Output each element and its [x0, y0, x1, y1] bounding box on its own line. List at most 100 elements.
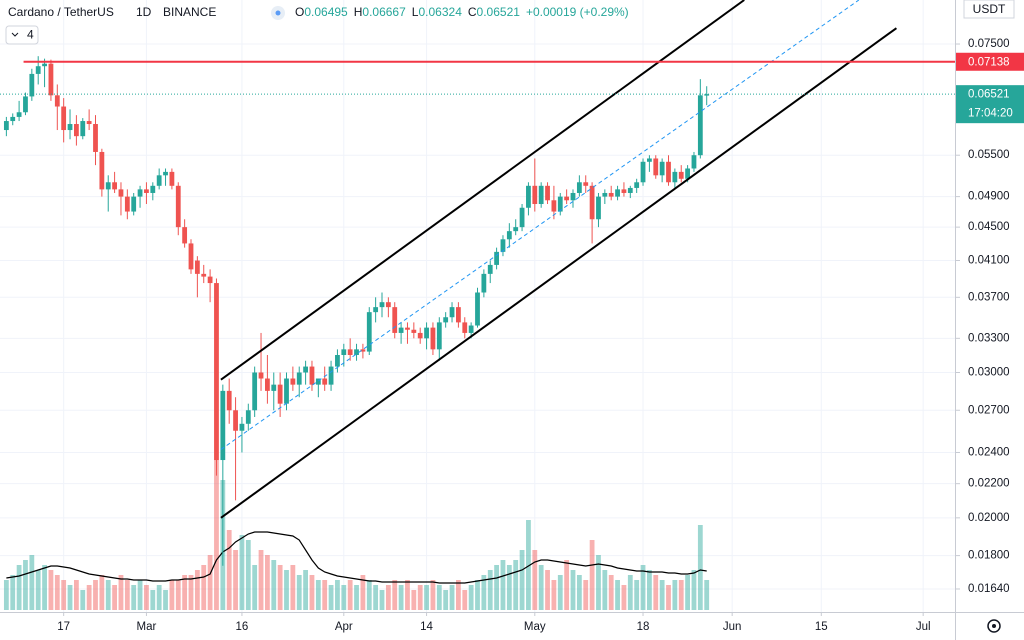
volume-bar: [23, 560, 28, 610]
candle-body: [411, 329, 417, 333]
candle-body: [93, 124, 98, 152]
volume-bar: [194, 570, 200, 610]
volume-bar: [672, 580, 678, 610]
settings-icon[interactable]: [987, 619, 1001, 633]
candle-body: [265, 378, 270, 391]
volume-bar: [462, 590, 468, 610]
candle-body: [258, 372, 264, 379]
candle-body: [392, 307, 398, 333]
volume-bar: [691, 570, 697, 610]
candle-body: [506, 231, 512, 240]
candle-body: [309, 366, 315, 385]
volume-bar: [704, 580, 710, 610]
price-change: +0.00019 (+0.29%): [526, 5, 629, 19]
trend-line: [220, 0, 745, 381]
candle-body: [239, 423, 245, 431]
ohlc-value: 0.06324: [418, 5, 462, 19]
candle-body: [659, 161, 665, 176]
volume-bar: [80, 590, 86, 610]
candle-body: [163, 171, 168, 176]
volume-bar: [131, 585, 137, 610]
volume-bar: [61, 580, 67, 610]
volume-bar: [685, 575, 690, 610]
x-tick-label: May: [524, 621, 546, 633]
exchange[interactable]: BINANCE: [163, 5, 216, 19]
candle-body: [487, 264, 493, 274]
volume-bar: [468, 585, 474, 610]
candle-body: [144, 189, 149, 193]
volume-bar: [500, 560, 506, 610]
candle-body: [296, 372, 302, 385]
y-tick-label: 0.01640: [968, 583, 1010, 595]
candle-body: [557, 196, 563, 212]
volume-bar: [538, 565, 544, 610]
candle-body: [373, 307, 379, 313]
volume-bar: [67, 585, 73, 610]
candle-body: [252, 372, 258, 411]
volume-bar: [341, 585, 347, 610]
volume-bar: [29, 555, 35, 610]
volume-bar: [583, 580, 589, 610]
candle-body: [481, 273, 487, 293]
volume-bar: [513, 560, 519, 610]
candle-body: [640, 161, 646, 183]
candle-body: [175, 185, 181, 228]
currency-box[interactable]: [963, 0, 1015, 19]
candle-body: [647, 158, 652, 162]
indicator-toggle[interactable]: [5, 25, 39, 45]
candle-body: [456, 307, 461, 323]
candle-body: [29, 73, 35, 97]
candle-body: [526, 185, 531, 208]
x-tick-label: 15: [815, 621, 828, 633]
volume-bar: [86, 585, 92, 610]
volume-bar: [608, 575, 614, 610]
chevron: [11, 32, 19, 37]
volume-bar: [201, 565, 207, 610]
candle-body: [627, 187, 633, 193]
candle-body: [424, 327, 429, 339]
volume-bar: [233, 550, 238, 610]
interval[interactable]: 1D: [136, 5, 152, 19]
x-tick-label: 17: [57, 621, 70, 633]
symbol-title[interactable]: Cardano / TetherUS: [8, 5, 114, 19]
candle-body: [214, 283, 219, 461]
candle-body: [86, 121, 92, 125]
volume-bar: [532, 550, 538, 610]
volume-bar: [366, 580, 372, 610]
candle-body: [532, 185, 538, 205]
plot-area: [0, 0, 955, 612]
candle-body: [691, 155, 697, 169]
volume-bar: [596, 555, 601, 610]
y-tick-label: 0.07500: [968, 38, 1010, 50]
candle-body: [551, 200, 557, 212]
candle-body: [303, 366, 308, 373]
volume-bar: [697, 525, 703, 610]
candle-body: [322, 378, 328, 385]
candle-body: [233, 410, 238, 431]
candle-body: [360, 349, 366, 352]
volume-bar: [653, 575, 659, 610]
candle-body: [169, 171, 175, 186]
x-tick-label: Jul: [916, 621, 931, 633]
candle-body: [245, 410, 251, 424]
y-tick-label: 0.03000: [968, 367, 1010, 379]
currency: USDT: [973, 2, 1006, 16]
candle-body: [335, 355, 340, 367]
volume-bar: [118, 575, 124, 610]
y-tick-label: 0.04900: [968, 191, 1010, 203]
volume-bar: [137, 580, 143, 610]
volume-bar: [405, 580, 410, 610]
volume-bar: [576, 575, 582, 610]
y-tick-label: 0.02400: [968, 447, 1010, 459]
volume-bar: [640, 565, 646, 610]
header: Cardano / TetherUS 1D BINANCE O 0.06495 H 0…: [5, 0, 1015, 45]
candle-body: [67, 124, 73, 131]
candle-body: [194, 260, 200, 274]
candle-body: [284, 378, 289, 404]
candle-body: [277, 384, 283, 404]
volume-bar: [99, 575, 105, 610]
volume-bar: [602, 570, 608, 610]
candle-body: [341, 349, 347, 356]
candle-body: [3, 121, 9, 131]
volume-bar: [398, 585, 404, 610]
